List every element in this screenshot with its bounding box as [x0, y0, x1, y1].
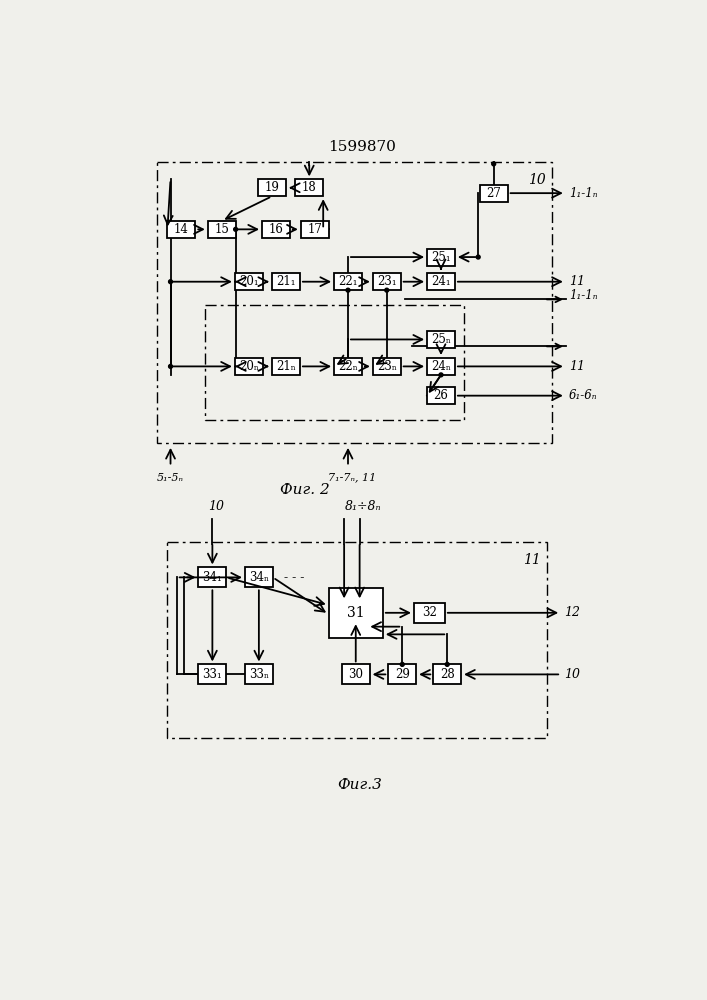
- Bar: [235, 358, 263, 375]
- Circle shape: [234, 227, 238, 231]
- Text: 7₁-7ₙ, 11: 7₁-7ₙ, 11: [328, 473, 376, 483]
- Bar: [334, 358, 362, 375]
- Text: - - -: - - -: [284, 571, 304, 584]
- Text: 29: 29: [395, 668, 409, 681]
- Text: 24ₙ: 24ₙ: [431, 360, 451, 373]
- Text: 22₁: 22₁: [338, 275, 358, 288]
- Circle shape: [168, 364, 173, 368]
- Bar: [329, 588, 383, 638]
- Bar: [245, 664, 273, 684]
- Bar: [208, 221, 235, 238]
- Text: 12: 12: [564, 606, 580, 619]
- Bar: [427, 387, 455, 404]
- Text: 10: 10: [528, 173, 546, 187]
- Text: 21ₙ: 21ₙ: [276, 360, 296, 373]
- Bar: [341, 664, 370, 684]
- Text: Фиг.3: Фиг.3: [337, 778, 382, 792]
- Bar: [373, 358, 401, 375]
- Circle shape: [492, 162, 496, 166]
- Bar: [156, 162, 552, 443]
- Bar: [296, 179, 323, 196]
- Text: 20ₙ: 20ₙ: [239, 360, 259, 373]
- Text: 34₁: 34₁: [202, 571, 222, 584]
- Bar: [168, 221, 195, 238]
- Bar: [258, 179, 286, 196]
- Text: 14: 14: [174, 223, 189, 236]
- Text: 20₁: 20₁: [239, 275, 259, 288]
- Text: 24₁: 24₁: [431, 275, 451, 288]
- Bar: [334, 273, 362, 290]
- Text: 11: 11: [523, 553, 541, 567]
- Bar: [433, 664, 461, 684]
- Text: 27: 27: [486, 187, 501, 200]
- Text: 17: 17: [308, 223, 322, 236]
- Text: 31: 31: [347, 606, 365, 620]
- Text: 19: 19: [264, 181, 279, 194]
- Bar: [272, 273, 300, 290]
- Text: 18: 18: [302, 181, 317, 194]
- Circle shape: [385, 288, 389, 292]
- Circle shape: [445, 662, 449, 666]
- Text: 15: 15: [214, 223, 229, 236]
- Text: 26: 26: [433, 389, 448, 402]
- Text: 1599870: 1599870: [328, 140, 396, 154]
- Text: 1₁-1ₙ: 1₁-1ₙ: [569, 289, 597, 302]
- Bar: [388, 664, 416, 684]
- Bar: [373, 273, 401, 290]
- Text: 11: 11: [569, 275, 585, 288]
- Bar: [272, 358, 300, 375]
- Text: 23₁: 23₁: [377, 275, 397, 288]
- Circle shape: [439, 373, 443, 377]
- Bar: [427, 249, 455, 266]
- Text: 25₁: 25₁: [431, 251, 451, 264]
- Bar: [427, 358, 455, 375]
- Bar: [168, 542, 547, 738]
- Text: 21₁: 21₁: [276, 275, 296, 288]
- Text: 1₁-1ₙ: 1₁-1ₙ: [569, 187, 597, 200]
- Text: 8₁÷8ₙ: 8₁÷8ₙ: [345, 500, 382, 513]
- Bar: [300, 221, 329, 238]
- Text: 34ₙ: 34ₙ: [249, 571, 269, 584]
- Bar: [199, 664, 226, 684]
- Text: 10: 10: [564, 668, 580, 681]
- Bar: [427, 331, 455, 348]
- Text: 32: 32: [422, 606, 437, 619]
- Text: 28: 28: [440, 668, 455, 681]
- Text: Фиг. 2: Фиг. 2: [281, 483, 330, 497]
- Circle shape: [346, 288, 350, 292]
- Bar: [235, 273, 263, 290]
- Bar: [199, 567, 226, 587]
- Bar: [427, 273, 455, 290]
- Circle shape: [477, 255, 480, 259]
- Text: 25ₙ: 25ₙ: [431, 333, 451, 346]
- Text: 11: 11: [569, 360, 585, 373]
- Circle shape: [400, 662, 404, 666]
- Text: 33₁: 33₁: [202, 668, 222, 681]
- Bar: [262, 221, 290, 238]
- Text: 16: 16: [269, 223, 284, 236]
- Bar: [245, 567, 273, 587]
- Circle shape: [168, 280, 173, 284]
- Text: 22ₙ: 22ₙ: [338, 360, 358, 373]
- Bar: [414, 603, 445, 623]
- Text: 30: 30: [349, 668, 363, 681]
- Text: 6₁-6ₙ: 6₁-6ₙ: [569, 389, 597, 402]
- Bar: [204, 305, 464, 420]
- Text: 33ₙ: 33ₙ: [249, 668, 269, 681]
- Bar: [480, 185, 508, 202]
- Text: 10: 10: [209, 500, 224, 513]
- Text: 5₁-5ₙ: 5₁-5ₙ: [157, 473, 184, 483]
- Text: 23ₙ: 23ₙ: [377, 360, 397, 373]
